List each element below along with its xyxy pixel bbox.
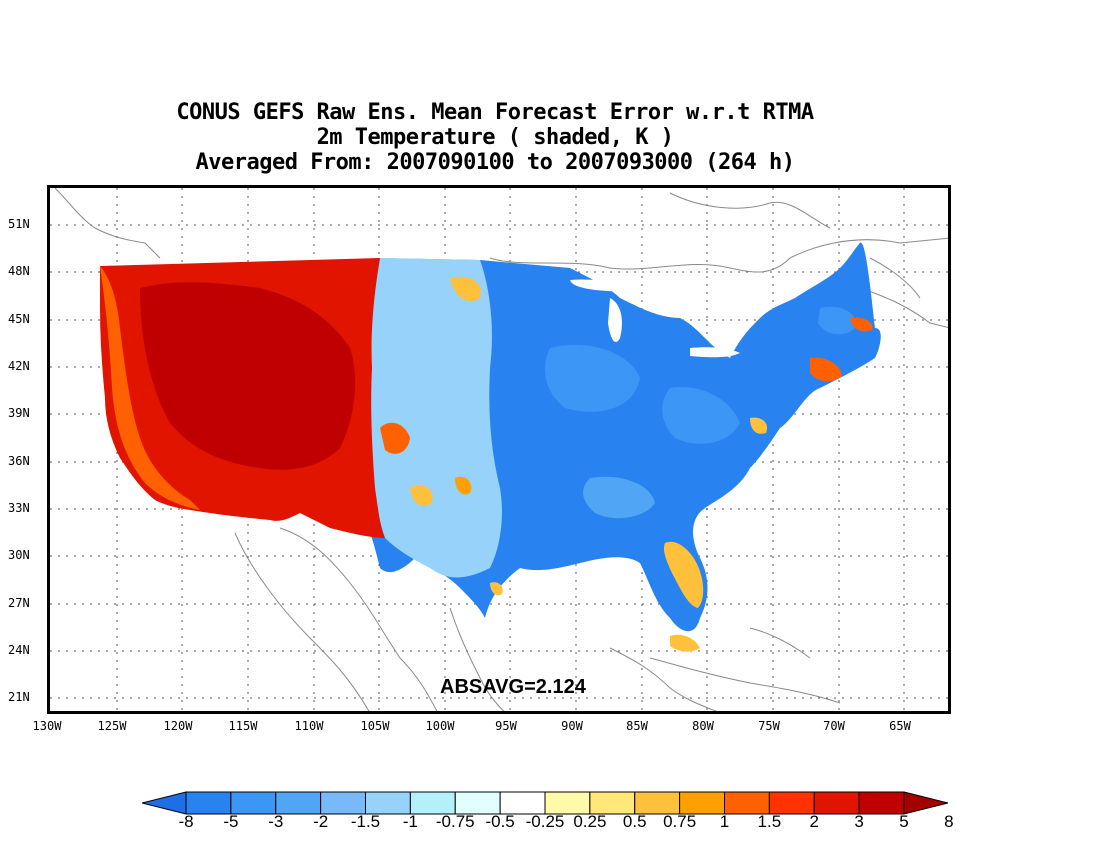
colorbar-tick-label: 2: [809, 812, 819, 831]
colorbar-over-arrow: [903, 791, 948, 815]
lat-label-21n: 21N: [8, 690, 30, 704]
colorbar-swatch: [634, 791, 681, 815]
colorbar-swatch: [409, 791, 456, 815]
colorbar-swatch: [589, 791, 636, 815]
lat-label-48n: 48N: [8, 264, 30, 278]
colorbar-swatch: [724, 791, 770, 815]
colorbar-tick-label: 1: [719, 812, 730, 831]
absavg-annotation: ABSAVG=2.124: [440, 676, 586, 698]
colorbar-tick-label: -0.75: [435, 812, 475, 831]
lat-label-27n: 27N: [8, 596, 30, 610]
lon-label-110w: 110W: [294, 719, 324, 733]
colorbar-swatch: [185, 791, 232, 815]
colorbar-swatch: [544, 791, 591, 815]
lon-label-105w: 105W: [360, 719, 390, 733]
lon-label-120w: 120W: [163, 719, 193, 733]
lat-label-39n: 39N: [8, 406, 30, 420]
colorbar-tick-label: -1.5: [350, 812, 381, 831]
lat-label-42n: 42N: [8, 359, 30, 373]
colorbar-swatch: [275, 791, 322, 815]
map-frame: [47, 185, 951, 714]
lon-label-70w: 70W: [823, 719, 845, 733]
title-line-3: Averaged From: 2007090100 to 2007093000 …: [195, 150, 795, 175]
colorbar-tick-label: -0.25: [525, 812, 565, 831]
title-line-1: CONUS GEFS Raw Ens. Mean Forecast Error …: [176, 100, 814, 125]
colorbar-tick-label: 0.75: [663, 812, 697, 831]
colorbar-tick-label: 5: [899, 812, 909, 831]
lat-label-30n: 30N: [8, 548, 30, 562]
lon-label-75w: 75W: [758, 719, 780, 733]
lon-label-95w: 95W: [495, 719, 517, 733]
colorbar-swatch: [813, 791, 860, 815]
lon-label-125w: 125W: [97, 719, 127, 733]
colorbar-tick-label: 0.5: [622, 812, 647, 831]
colorbar-tick-label: 8: [944, 812, 954, 831]
colorbar-swatch: [454, 791, 501, 815]
lat-label-45n: 45N: [8, 312, 30, 326]
colorbar-swatch: [320, 791, 366, 815]
lon-label-80w: 80W: [692, 719, 714, 733]
colorbar-under-arrow: [142, 791, 187, 815]
colorbar-tick-label: 0.25: [573, 812, 607, 831]
lon-label-115w: 115W: [228, 719, 258, 733]
lat-label-51n: 51N: [8, 217, 30, 231]
colorbar-tick-label: 1.5: [757, 812, 782, 831]
colorbar-swatch: [365, 791, 411, 815]
lat-label-33n: 33N: [8, 501, 30, 515]
error-field: [100, 242, 881, 652]
colorbar-tick-label: -3: [268, 812, 284, 831]
colorbar-tick-label: 3: [854, 812, 864, 831]
colorbar-tick-label: -8: [178, 812, 194, 831]
colorbar-swatch: [768, 791, 815, 815]
colorbar-swatch: [679, 791, 725, 815]
lon-label-130w: 130W: [32, 719, 62, 733]
colorbar-swatch: [858, 791, 905, 815]
colorbar-tick-label: -2: [313, 812, 329, 831]
lon-label-100w: 100W: [425, 719, 455, 733]
colorbar-swatch: [499, 791, 546, 815]
lon-label-90w: 90W: [561, 719, 583, 733]
lon-label-65w: 65W: [889, 719, 911, 733]
colorbar-tick-label: -0.5: [485, 812, 515, 831]
title-line-2: 2m Temperature ( shaded, K ): [316, 125, 674, 150]
lon-label-85w: 85W: [626, 719, 648, 733]
conus-map: [50, 188, 948, 711]
colorbar-swatch: [230, 791, 277, 815]
lat-label-24n: 24N: [8, 643, 30, 657]
geography-outlines: [54, 188, 948, 711]
lat-label-36n: 36N: [8, 454, 30, 468]
colorbar-tick-label: -5: [223, 812, 239, 831]
colorbar-tick-label: -1: [402, 812, 418, 831]
colorbar: [142, 791, 948, 815]
figure-title: CONUS GEFS Raw Ens. Mean Forecast Error …: [0, 100, 990, 175]
